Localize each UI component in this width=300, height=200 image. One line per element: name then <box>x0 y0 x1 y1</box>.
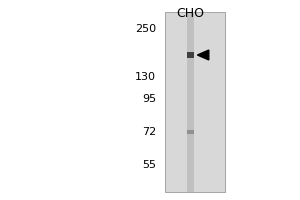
Polygon shape <box>197 50 209 60</box>
Text: 130: 130 <box>135 72 156 82</box>
Text: 95: 95 <box>142 94 156 104</box>
Text: 55: 55 <box>142 160 156 170</box>
Bar <box>187 12 194 192</box>
Bar <box>187 52 194 58</box>
Text: CHO: CHO <box>176 7 205 20</box>
Text: 72: 72 <box>142 127 156 137</box>
Text: 250: 250 <box>135 24 156 34</box>
Bar <box>187 130 194 134</box>
Bar <box>165 12 225 192</box>
